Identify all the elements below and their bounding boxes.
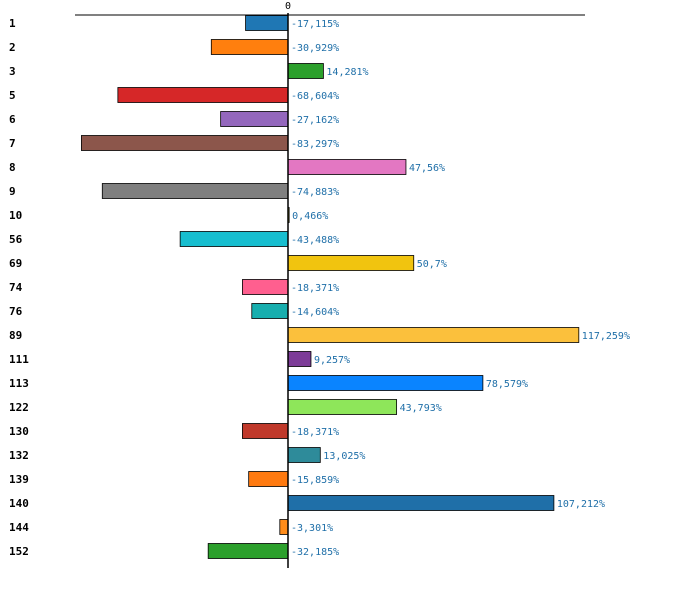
- category-label-140: 140: [9, 497, 29, 510]
- category-label-74: 74: [9, 281, 23, 294]
- bar-111: [287, 351, 312, 367]
- value-label-10: 0,466%: [292, 211, 328, 222]
- bar-74: [242, 279, 289, 295]
- category-label-76: 76: [9, 305, 23, 318]
- bar-89: [287, 327, 580, 343]
- category-label-5: 5: [9, 89, 16, 102]
- category-label-122: 122: [9, 401, 29, 414]
- category-label-132: 132: [9, 449, 29, 462]
- value-label-5: -68,604%: [291, 91, 339, 102]
- category-label-3: 3: [9, 65, 16, 78]
- bar-5: [117, 87, 289, 103]
- bar-3: [287, 63, 324, 79]
- category-label-1: 1: [9, 17, 16, 30]
- bar-56: [179, 231, 289, 247]
- category-label-56: 56: [9, 233, 23, 246]
- value-label-144: -3,301%: [291, 523, 333, 534]
- value-label-140: 107,212%: [557, 499, 605, 510]
- category-label-6: 6: [9, 113, 16, 126]
- value-label-2: -30,929%: [291, 43, 339, 54]
- bar-76: [251, 303, 289, 319]
- bar-6: [220, 111, 289, 127]
- category-label-89: 89: [9, 329, 22, 342]
- category-label-2: 2: [9, 41, 16, 54]
- category-label-152: 152: [9, 545, 29, 558]
- bars-group: 1 -17,115% 2 -30,929% 3 14,281% 5 -68,604% 6 -27,…: [9, 15, 630, 559]
- value-label-89: 117,259%: [582, 331, 630, 342]
- value-label-122: 43,793%: [400, 403, 442, 414]
- category-label-9: 9: [9, 185, 16, 198]
- value-label-9: -74,883%: [291, 187, 339, 198]
- category-label-10: 10: [9, 209, 22, 222]
- value-label-7: -83,297%: [291, 139, 339, 150]
- value-label-1: -17,115%: [291, 19, 339, 30]
- value-label-152: -32,185%: [291, 547, 339, 558]
- value-label-132: 13,025%: [323, 451, 365, 462]
- value-label-139: -15,859%: [291, 475, 339, 486]
- bar-113: [287, 375, 484, 391]
- value-label-6: -27,162%: [291, 115, 339, 126]
- bar-140: [287, 495, 555, 511]
- category-label-139: 139: [9, 473, 29, 486]
- value-label-130: -18,371%: [291, 427, 339, 438]
- value-label-76: -14,604%: [291, 307, 339, 318]
- bar-130: [242, 423, 289, 439]
- bar-2: [210, 39, 289, 55]
- value-label-74: -18,371%: [291, 283, 339, 294]
- bar-69: [287, 255, 415, 271]
- bar-7: [81, 135, 289, 151]
- bar-122: [287, 399, 398, 415]
- category-label-8: 8: [9, 161, 16, 174]
- bar-152: [207, 543, 289, 559]
- category-label-113: 113: [9, 377, 29, 390]
- category-label-144: 144: [9, 521, 29, 534]
- bar-139: [248, 471, 289, 487]
- value-label-111: 9,257%: [314, 355, 350, 366]
- bar-132: [287, 447, 321, 463]
- zero-tick-label: 0: [285, 1, 291, 12]
- category-label-111: 111: [9, 353, 29, 366]
- bar-144: [279, 519, 289, 535]
- value-label-3: 14,281%: [326, 67, 368, 78]
- bar-9: [101, 183, 289, 199]
- category-label-7: 7: [9, 137, 16, 150]
- category-label-130: 130: [9, 425, 29, 438]
- value-label-69: 50,7%: [417, 259, 447, 270]
- bar-1: [245, 15, 289, 31]
- category-label-69: 69: [9, 257, 22, 270]
- value-label-56: -43,488%: [291, 235, 339, 246]
- value-label-8: 47,56%: [409, 163, 445, 174]
- value-label-113: 78,579%: [486, 379, 528, 390]
- bar-8: [287, 159, 407, 175]
